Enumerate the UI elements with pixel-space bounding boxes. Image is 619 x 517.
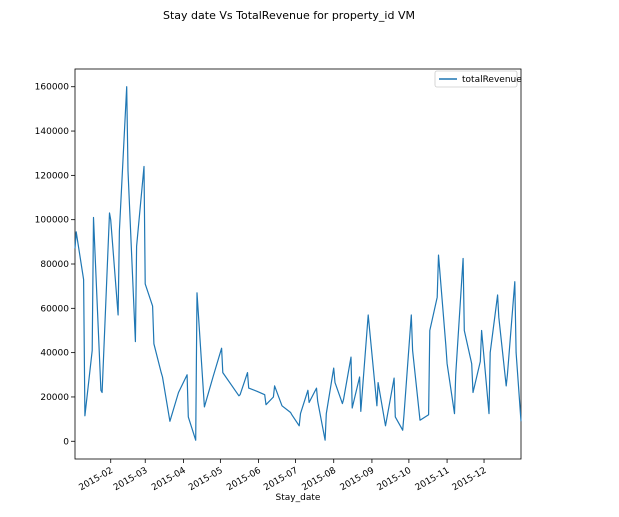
plot-frame (74, 68, 522, 460)
x-tick-label: 2015-06 (225, 466, 263, 494)
y-tick-label: 100000 (35, 216, 70, 226)
x-axis-label: Stay_date (276, 493, 321, 503)
y-tick-label: 0 (63, 437, 69, 447)
y-tick-label: 80000 (40, 260, 69, 270)
legend-box (434, 70, 518, 88)
y-tick-label: 60000 (40, 304, 69, 314)
series-line-totalRevenue (74, 86, 522, 441)
x-tick-label: 2015-05 (187, 466, 225, 493)
x-tick-label: 2015-10 (376, 466, 414, 494)
x-tick-label: 2015-02 (77, 466, 115, 493)
x-tick-label: 2015-03 (112, 466, 150, 493)
chart-title: Stay date Vs TotalRevenue for property_i… (163, 9, 415, 22)
y-tick-label: 160000 (35, 83, 70, 93)
x-tick-label: 2015-09 (339, 466, 377, 494)
x-tick-label: 2015-08 (300, 466, 338, 494)
x-tick-label: 2015-11 (414, 466, 452, 493)
y-tick-label: 140000 (35, 127, 70, 137)
x-tick-label: 2015-12 (451, 466, 489, 493)
legend-label: totalRevenue (462, 75, 522, 85)
y-tick-label: 20000 (40, 393, 69, 403)
y-tick-label: 120000 (35, 171, 70, 181)
y-tick-label: 40000 (40, 349, 69, 359)
series-layer (74, 86, 522, 441)
y-axis: 0 20000 40000 60000 80000 100000 120000 140000 1… (35, 83, 75, 447)
legend: totalRevenue (434, 70, 522, 88)
x-tick-label: 2015-07 (262, 466, 300, 493)
x-tick-label: 2015-04 (150, 466, 188, 494)
